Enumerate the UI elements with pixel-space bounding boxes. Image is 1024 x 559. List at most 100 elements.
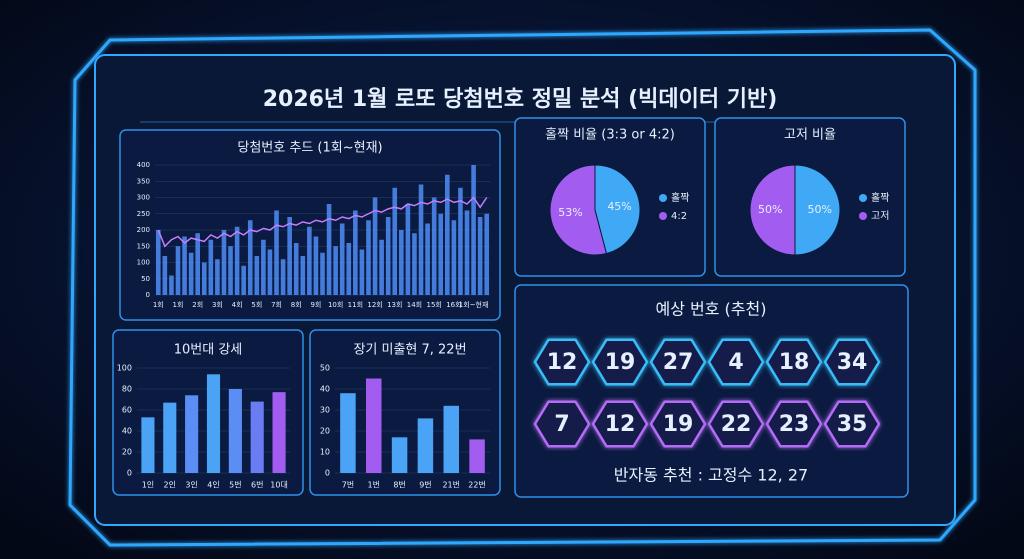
slice-label: 50% <box>758 203 782 216</box>
bar <box>247 220 253 295</box>
bar <box>346 243 352 295</box>
x-tick-label: 3회 <box>212 301 223 309</box>
bar <box>182 236 187 295</box>
bar <box>221 230 227 295</box>
bar <box>443 405 459 473</box>
chart-title: 10번대 강세 <box>174 343 243 358</box>
x-tick-label: 11회 <box>348 301 363 309</box>
pie-slice <box>549 164 608 256</box>
bar <box>234 226 240 295</box>
y-tick-label: 50 <box>141 275 150 283</box>
y-tick-label: 60 <box>122 406 132 415</box>
bar <box>477 217 483 295</box>
number-hexagon <box>707 338 765 386</box>
bar <box>392 187 398 295</box>
bar <box>484 213 490 295</box>
bar <box>418 184 424 295</box>
predicted-number: 12 <box>547 350 578 375</box>
legend-swatch <box>859 212 867 220</box>
pie-slice <box>794 164 841 256</box>
x-tick-label: 5회 <box>251 301 262 309</box>
number-hexagon <box>823 400 881 448</box>
x-tick-label: 12회 <box>367 301 382 309</box>
bar <box>464 210 470 295</box>
chart-title: 장기 미출현 7, 22번 <box>353 343 466 358</box>
x-tick-label: 14회 <box>407 301 422 309</box>
slice-label: 50% <box>808 203 832 216</box>
bar <box>195 233 200 295</box>
predicted-number: 34 <box>837 350 868 375</box>
bar <box>353 210 358 295</box>
trend-panel <box>119 129 501 321</box>
bar <box>320 252 325 295</box>
bar <box>241 265 246 295</box>
legend-swatch <box>859 194 867 202</box>
x-tick-label: 5번 <box>229 481 241 490</box>
x-tick-label: 2인 <box>164 480 176 490</box>
bar <box>339 223 345 295</box>
number-hexagon <box>707 400 765 448</box>
predicted-number: 22 <box>721 412 752 437</box>
predicted-number: 18 <box>779 350 810 375</box>
bar <box>293 243 299 295</box>
bar <box>307 226 312 295</box>
y-tick-label: 350 <box>137 177 150 185</box>
chart-title: 고저 비율 <box>784 128 836 143</box>
bar <box>340 393 356 473</box>
y-tick-label: 30 <box>320 406 330 415</box>
predicted-number: 27 <box>663 350 694 375</box>
number-hexagon <box>765 400 823 448</box>
bar <box>431 197 437 295</box>
bar <box>261 239 266 295</box>
bar <box>372 197 378 295</box>
bar <box>313 236 319 295</box>
predicted-number: 7 <box>554 412 569 437</box>
trend-line <box>157 196 488 248</box>
predicted-number: 35 <box>837 412 868 437</box>
bar <box>185 395 199 473</box>
bar <box>425 223 430 295</box>
y-tick-label: 200 <box>137 226 150 234</box>
bar <box>162 256 168 295</box>
y-tick-label: 0 <box>127 469 132 478</box>
y-tick-label: 20 <box>320 427 330 436</box>
bar <box>399 230 404 295</box>
legend-swatch <box>659 194 667 202</box>
x-tick-label: 21번 <box>442 481 460 490</box>
x-tick-label: 7번 <box>342 481 354 490</box>
predicted-number: 12 <box>605 412 636 437</box>
y-tick-label: 40 <box>122 427 132 436</box>
y-tick-label: 0 <box>325 469 330 478</box>
x-tick-label: 1회~현재 <box>459 301 489 309</box>
bar <box>366 220 371 295</box>
number-hexagon <box>533 338 591 386</box>
number-hexagon <box>591 400 649 448</box>
number-hexagon <box>765 338 823 386</box>
bar <box>379 239 384 295</box>
y-tick-label: 0 <box>146 291 150 299</box>
bar <box>451 220 457 295</box>
bar <box>300 256 306 295</box>
bar <box>405 204 411 295</box>
y-tick-label: 100 <box>117 364 132 373</box>
x-tick-label: 3인 <box>185 480 197 490</box>
bar <box>155 230 161 295</box>
x-tick-label: 9회 <box>310 301 321 309</box>
x-tick-label: 7회 <box>271 301 282 309</box>
bar <box>175 246 181 295</box>
x-tick-label: 10대 <box>270 481 288 490</box>
bar <box>417 418 434 473</box>
bar <box>228 389 242 473</box>
slice-label: 45% <box>607 200 631 213</box>
bar <box>471 165 476 295</box>
outer-frame <box>68 28 977 547</box>
bar <box>201 262 207 295</box>
bar <box>250 401 264 473</box>
x-tick-label: 16회 <box>446 301 461 309</box>
bar <box>188 252 194 295</box>
bar <box>359 249 365 295</box>
x-tick-label: 8회 <box>291 301 302 309</box>
x-tick-label: 1회 <box>153 301 164 309</box>
y-tick-label: 300 <box>137 194 150 202</box>
bar <box>287 217 292 295</box>
